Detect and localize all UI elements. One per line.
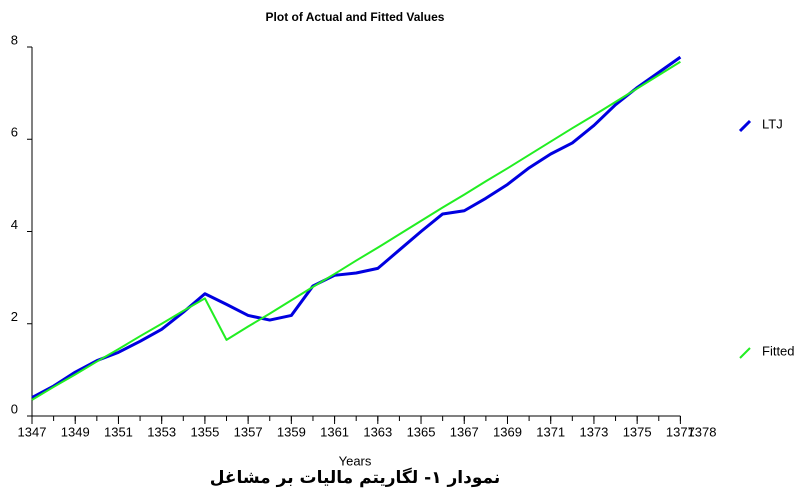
y-tick-label: 4 <box>11 217 18 232</box>
x-tick-label: 1369 <box>493 424 522 439</box>
y-tick-label: 8 <box>11 32 18 47</box>
x-tick-label: 1377 <box>666 424 695 439</box>
x-tick-label: 1359 <box>277 424 306 439</box>
x-tick-label: 1353 <box>147 424 176 439</box>
series-line <box>31 55 682 399</box>
x-tick-label: 1375 <box>623 424 652 439</box>
legend-swatch <box>739 347 751 359</box>
legend-label: Fitted <box>762 343 795 358</box>
series-line <box>31 60 681 401</box>
x-tick-label: 1351 <box>104 424 133 439</box>
x-tick-label: 1365 <box>407 424 436 439</box>
y-tick-label: 6 <box>11 125 18 140</box>
x-tick-label: 1367 <box>450 424 479 439</box>
x-tick-label: 1349 <box>61 424 90 439</box>
x-tick-label: 1355 <box>190 424 219 439</box>
x-tick-label: 1347 <box>18 424 47 439</box>
caption: نمودار ۱- لگاریتم مالیات بر مشاغل <box>210 467 501 488</box>
x-axis-label: Years <box>339 453 372 468</box>
x-tick-label: 1373 <box>579 424 608 439</box>
x-tick-label: 1378 <box>688 424 717 439</box>
chart-title: Plot of Actual and Fitted Values <box>266 10 445 24</box>
x-tick-label: 1371 <box>536 424 565 439</box>
legend-swatch <box>738 119 752 133</box>
x-tick-label: 1361 <box>320 424 349 439</box>
y-tick-label: 0 <box>11 401 18 416</box>
x-tick-label: 1363 <box>363 424 392 439</box>
legend-label: LTJ <box>762 116 783 131</box>
y-tick-label: 2 <box>11 309 18 324</box>
x-tick-label: 1357 <box>234 424 263 439</box>
